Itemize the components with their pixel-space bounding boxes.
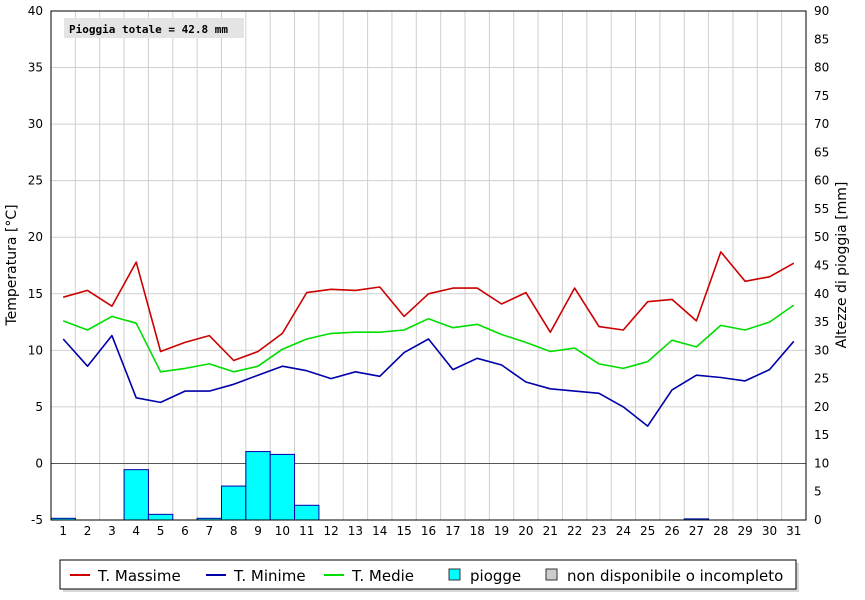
right-tick-label: 0 [814, 513, 822, 527]
x-tick-label: 28 [713, 524, 728, 538]
left-tick-label: 35 [28, 61, 43, 75]
left-tick-label: -5 [31, 513, 43, 527]
x-tick-label: 4 [132, 524, 140, 538]
legend-box-icon [545, 568, 558, 581]
legend-item: piogge [448, 567, 521, 585]
grid [50, 10, 807, 521]
plot-border [50, 10, 807, 521]
left-tick-label: 5 [35, 400, 43, 414]
x-tick-label: 12 [323, 524, 338, 538]
right-tick-label: 75 [814, 89, 829, 103]
right-tick-label: 65 [814, 145, 829, 159]
x-tick-label: 29 [737, 524, 752, 538]
x-tick-label: 19 [494, 524, 509, 538]
x-tick-label: 22 [567, 524, 582, 538]
rain-bar-day-5 [147, 513, 174, 521]
x-tick-label: 10 [275, 524, 290, 538]
series-line-t-medie [62, 304, 795, 373]
legend-item: T. Medie [324, 567, 414, 585]
right-tick-label: 50 [814, 230, 829, 244]
x-tick-label: 16 [421, 524, 436, 538]
x-tick-label: 23 [591, 524, 606, 538]
series-line-t-massime [62, 251, 795, 362]
left-tick-label: 30 [28, 117, 43, 131]
legend-item: non disponibile o incompleto [545, 567, 783, 585]
legend-label: T. Medie [351, 567, 414, 585]
left-tick-label: 25 [28, 174, 43, 188]
right-tick-label: 35 [814, 315, 829, 329]
x-tick-label: 17 [445, 524, 460, 538]
right-tick-label: 70 [814, 117, 829, 131]
x-tick-label: 15 [397, 524, 412, 538]
x-tick-label: 14 [372, 524, 387, 538]
right-tick-label: 25 [814, 372, 829, 386]
x-tick-label: 7 [205, 524, 213, 538]
rain-bar-day-8 [220, 485, 247, 521]
legend-label: T. Minime [233, 567, 306, 585]
left-tick-label: 0 [35, 456, 43, 470]
x-tick-label: 5 [157, 524, 165, 538]
x-tick-label: 24 [616, 524, 631, 538]
x-tick-label: 6 [181, 524, 189, 538]
right-tick-label: 5 [814, 485, 822, 499]
rain-bar-day-10 [269, 453, 296, 521]
left-tick-label: 15 [28, 287, 43, 301]
right-tick-label: 55 [814, 202, 829, 216]
left-tick-label: 40 [28, 4, 43, 18]
legend-label: piogge [470, 567, 521, 585]
right-tick-label: 40 [814, 287, 829, 301]
x-tick-label: 21 [543, 524, 558, 538]
right-tick-label: 90 [814, 4, 829, 18]
x-tick-label: 27 [689, 524, 704, 538]
x-tick-label: 31 [786, 524, 801, 538]
x-tick-label: 3 [108, 524, 116, 538]
right-tick-label: 10 [814, 456, 829, 470]
legend-item: T. Minime [206, 567, 306, 585]
right-axis-ticks: 0 5 10 15 20 25 30 35 40 45 50 55 60 65 70 75 80 85 90 [814, 4, 829, 527]
right-tick-label: 30 [814, 343, 829, 357]
x-tick-label: 18 [470, 524, 485, 538]
x-tick-label: 11 [299, 524, 314, 538]
x-tick-label: 30 [762, 524, 777, 538]
x-tick-label: 9 [254, 524, 262, 538]
rain-bar-day-9 [245, 451, 271, 521]
legend-label: non disponibile o incompleto [567, 567, 783, 585]
total-rain-text: Pioggia totale = 42.8 mm [69, 23, 228, 36]
x-tick-label: 26 [664, 524, 679, 538]
x-tick-label: 20 [518, 524, 533, 538]
plot-frame [50, 10, 807, 521]
rain-bar-day-11 [294, 504, 320, 521]
left-tick-label: 20 [28, 230, 43, 244]
rain-bar-day-4 [123, 469, 149, 521]
total-rain-annotation: Pioggia totale = 42.8 mm [64, 18, 244, 38]
left-axis-ticks: -5 0 5 10 15 20 25 30 35 40 [28, 4, 43, 527]
x-tick-label: 13 [348, 524, 363, 538]
legend-label: T. Massime [97, 567, 181, 585]
series-line-t-minime [62, 334, 795, 427]
right-tick-label: 15 [814, 428, 829, 442]
x-tick-label: 1 [59, 524, 67, 538]
rain-bars [50, 451, 710, 521]
right-tick-label: 60 [814, 174, 829, 188]
x-tick-label: 8 [230, 524, 238, 538]
right-axis-title: Altezze di pioggia [mm] [834, 182, 850, 349]
left-tick-label: 10 [28, 343, 43, 357]
right-tick-label: 80 [814, 61, 829, 75]
left-axis-title: Temperatura [°C] [4, 204, 20, 326]
right-tick-label: 20 [814, 400, 829, 414]
legend: T. Massime T. Minime T. Medie piogge non dis… [59, 559, 799, 592]
x-axis-ticks: 1 2 3 4 5 6 7 8 9 10 11 12 13 14 15 16 17 18 19 20 21 22 23 24 2… [59, 524, 801, 538]
x-tick-label: 25 [640, 524, 655, 538]
legend-item: T. Massime [70, 567, 181, 585]
x-tick-label: 2 [84, 524, 92, 538]
temperature-lines [62, 251, 795, 427]
right-tick-label: 45 [814, 259, 829, 273]
legend-box-icon [448, 568, 461, 581]
right-tick-label: 85 [814, 32, 829, 46]
